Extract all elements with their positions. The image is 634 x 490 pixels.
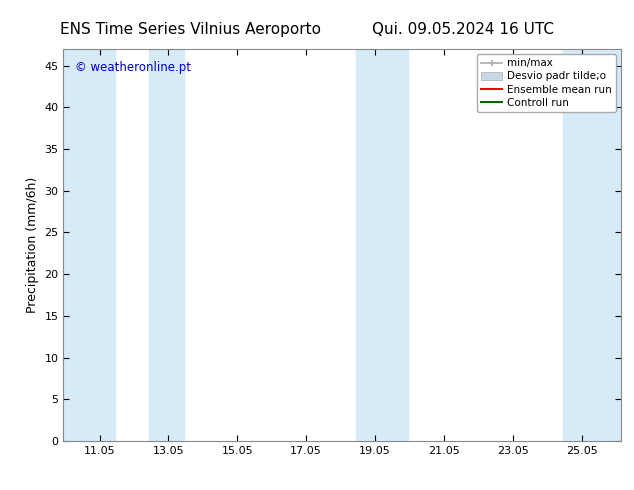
- Bar: [63, 49, 115, 441]
- Bar: [563, 49, 621, 441]
- Text: © weatheronline.pt: © weatheronline.pt: [75, 61, 191, 74]
- Text: ENS Time Series Vilnius Aeroporto: ENS Time Series Vilnius Aeroporto: [60, 22, 321, 37]
- Bar: [150, 49, 184, 441]
- Bar: [356, 49, 408, 441]
- Text: Qui. 09.05.2024 16 UTC: Qui. 09.05.2024 16 UTC: [372, 22, 554, 37]
- Legend: min/max, Desvio padr tilde;o, Ensemble mean run, Controll run: min/max, Desvio padr tilde;o, Ensemble m…: [477, 54, 616, 112]
- Y-axis label: Precipitation (mm/6h): Precipitation (mm/6h): [26, 177, 39, 313]
